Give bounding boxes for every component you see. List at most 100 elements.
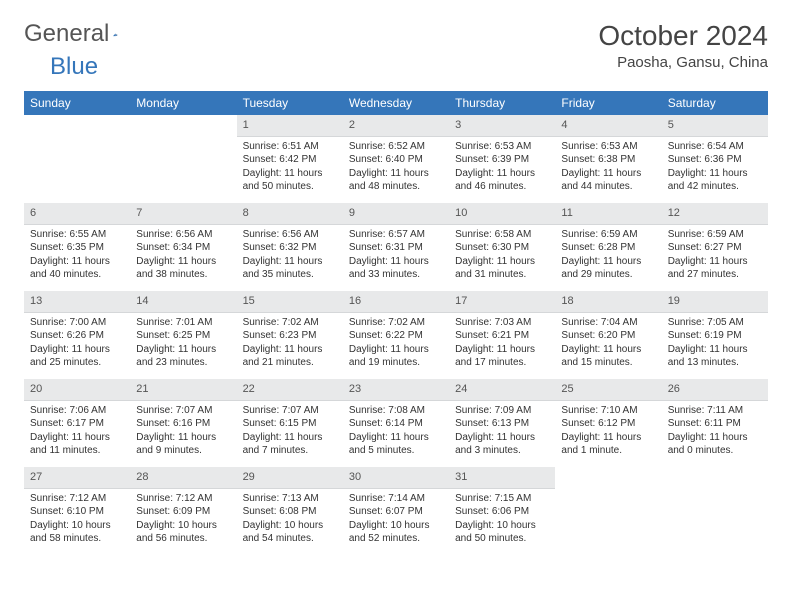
daylight-line: Daylight: 11 hours and 5 minutes.	[349, 431, 443, 458]
day-content: Sunrise: 7:14 AMSunset: 6:07 PMDaylight:…	[343, 489, 449, 552]
day-content: Sunrise: 7:07 AMSunset: 6:15 PMDaylight:…	[237, 401, 343, 464]
calendar-head: SundayMondayTuesdayWednesdayThursdayFrid…	[24, 91, 768, 115]
day-number: 20	[24, 379, 130, 401]
sunrise-line: Sunrise: 6:59 AM	[561, 228, 655, 242]
daylight-line: Daylight: 11 hours and 38 minutes.	[136, 255, 230, 282]
day-content: Sunrise: 7:00 AMSunset: 6:26 PMDaylight:…	[24, 313, 130, 376]
day-content: Sunrise: 7:06 AMSunset: 6:17 PMDaylight:…	[24, 401, 130, 464]
day-content: Sunrise: 6:56 AMSunset: 6:34 PMDaylight:…	[130, 225, 236, 288]
sunrise-line: Sunrise: 6:51 AM	[243, 140, 337, 154]
calendar-cell: 25Sunrise: 7:10 AMSunset: 6:12 PMDayligh…	[555, 379, 661, 467]
calendar-row: 1Sunrise: 6:51 AMSunset: 6:42 PMDaylight…	[24, 115, 768, 203]
calendar-cell: 26Sunrise: 7:11 AMSunset: 6:11 PMDayligh…	[662, 379, 768, 467]
day-content: Sunrise: 6:51 AMSunset: 6:42 PMDaylight:…	[237, 137, 343, 200]
weekday-header: Saturday	[662, 91, 768, 115]
day-content: Sunrise: 6:53 AMSunset: 6:38 PMDaylight:…	[555, 137, 661, 200]
daylight-line: Daylight: 11 hours and 21 minutes.	[243, 343, 337, 370]
calendar-cell: 16Sunrise: 7:02 AMSunset: 6:22 PMDayligh…	[343, 291, 449, 379]
day-number: 5	[662, 115, 768, 137]
daylight-line: Daylight: 11 hours and 48 minutes.	[349, 167, 443, 194]
sunset-line: Sunset: 6:15 PM	[243, 417, 337, 431]
day-content: Sunrise: 7:15 AMSunset: 6:06 PMDaylight:…	[449, 489, 555, 552]
day-content: Sunrise: 6:57 AMSunset: 6:31 PMDaylight:…	[343, 225, 449, 288]
calendar-cell: 8Sunrise: 6:56 AMSunset: 6:32 PMDaylight…	[237, 203, 343, 291]
calendar-cell: 15Sunrise: 7:02 AMSunset: 6:23 PMDayligh…	[237, 291, 343, 379]
daylight-line: Daylight: 11 hours and 27 minutes.	[668, 255, 762, 282]
day-number: 9	[343, 203, 449, 225]
calendar-row: 13Sunrise: 7:00 AMSunset: 6:26 PMDayligh…	[24, 291, 768, 379]
calendar-row: 20Sunrise: 7:06 AMSunset: 6:17 PMDayligh…	[24, 379, 768, 467]
daylight-line: Daylight: 11 hours and 42 minutes.	[668, 167, 762, 194]
weekday-header: Sunday	[24, 91, 130, 115]
sunset-line: Sunset: 6:17 PM	[30, 417, 124, 431]
day-number: 2	[343, 115, 449, 137]
sunrise-line: Sunrise: 7:12 AM	[136, 492, 230, 506]
sunset-line: Sunset: 6:16 PM	[136, 417, 230, 431]
sunset-line: Sunset: 6:39 PM	[455, 153, 549, 167]
sunset-line: Sunset: 6:06 PM	[455, 505, 549, 519]
day-content: Sunrise: 6:53 AMSunset: 6:39 PMDaylight:…	[449, 137, 555, 200]
day-number: 17	[449, 291, 555, 313]
calendar-cell-empty	[555, 467, 661, 555]
sunset-line: Sunset: 6:25 PM	[136, 329, 230, 343]
weekday-header: Tuesday	[237, 91, 343, 115]
sunrise-line: Sunrise: 6:56 AM	[243, 228, 337, 242]
weekday-header: Friday	[555, 91, 661, 115]
day-content: Sunrise: 6:54 AMSunset: 6:36 PMDaylight:…	[662, 137, 768, 200]
weekday-header: Monday	[130, 91, 236, 115]
day-content: Sunrise: 6:59 AMSunset: 6:27 PMDaylight:…	[662, 225, 768, 288]
sunset-line: Sunset: 6:09 PM	[136, 505, 230, 519]
sunrise-line: Sunrise: 6:57 AM	[349, 228, 443, 242]
sunset-line: Sunset: 6:34 PM	[136, 241, 230, 255]
calendar-cell-empty	[662, 467, 768, 555]
day-number: 19	[662, 291, 768, 313]
calendar-row: 27Sunrise: 7:12 AMSunset: 6:10 PMDayligh…	[24, 467, 768, 555]
daylight-line: Daylight: 11 hours and 3 minutes.	[455, 431, 549, 458]
sunrise-line: Sunrise: 7:09 AM	[455, 404, 549, 418]
day-content: Sunrise: 6:56 AMSunset: 6:32 PMDaylight:…	[237, 225, 343, 288]
sunset-line: Sunset: 6:38 PM	[561, 153, 655, 167]
day-content: Sunrise: 7:02 AMSunset: 6:22 PMDaylight:…	[343, 313, 449, 376]
location: Paosha, Gansu, China	[598, 54, 768, 71]
weekday-header: Wednesday	[343, 91, 449, 115]
sunset-line: Sunset: 6:36 PM	[668, 153, 762, 167]
weekday-header: Thursday	[449, 91, 555, 115]
day-content: Sunrise: 7:07 AMSunset: 6:16 PMDaylight:…	[130, 401, 236, 464]
day-content: Sunrise: 7:08 AMSunset: 6:14 PMDaylight:…	[343, 401, 449, 464]
sunset-line: Sunset: 6:19 PM	[668, 329, 762, 343]
sunset-line: Sunset: 6:10 PM	[30, 505, 124, 519]
sunset-line: Sunset: 6:42 PM	[243, 153, 337, 167]
sunrise-line: Sunrise: 6:59 AM	[668, 228, 762, 242]
day-content: Sunrise: 7:04 AMSunset: 6:20 PMDaylight:…	[555, 313, 661, 376]
calendar-cell: 31Sunrise: 7:15 AMSunset: 6:06 PMDayligh…	[449, 467, 555, 555]
sunset-line: Sunset: 6:26 PM	[30, 329, 124, 343]
sunrise-line: Sunrise: 7:12 AM	[30, 492, 124, 506]
sunset-line: Sunset: 6:12 PM	[561, 417, 655, 431]
sunrise-line: Sunrise: 6:53 AM	[561, 140, 655, 154]
calendar-cell: 24Sunrise: 7:09 AMSunset: 6:13 PMDayligh…	[449, 379, 555, 467]
daylight-line: Daylight: 11 hours and 35 minutes.	[243, 255, 337, 282]
sunset-line: Sunset: 6:32 PM	[243, 241, 337, 255]
day-number: 16	[343, 291, 449, 313]
sunrise-line: Sunrise: 7:02 AM	[349, 316, 443, 330]
calendar-cell: 27Sunrise: 7:12 AMSunset: 6:10 PMDayligh…	[24, 467, 130, 555]
daylight-line: Daylight: 10 hours and 50 minutes.	[455, 519, 549, 546]
calendar-cell: 21Sunrise: 7:07 AMSunset: 6:16 PMDayligh…	[130, 379, 236, 467]
daylight-line: Daylight: 11 hours and 25 minutes.	[30, 343, 124, 370]
calendar-cell: 5Sunrise: 6:54 AMSunset: 6:36 PMDaylight…	[662, 115, 768, 203]
sunrise-line: Sunrise: 6:58 AM	[455, 228, 549, 242]
daylight-line: Daylight: 11 hours and 0 minutes.	[668, 431, 762, 458]
day-number: 30	[343, 467, 449, 489]
sunset-line: Sunset: 6:11 PM	[668, 417, 762, 431]
logo-text-general: General	[24, 20, 109, 48]
daylight-line: Daylight: 11 hours and 13 minutes.	[668, 343, 762, 370]
sunset-line: Sunset: 6:21 PM	[455, 329, 549, 343]
day-number: 7	[130, 203, 236, 225]
sunset-line: Sunset: 6:31 PM	[349, 241, 443, 255]
sunrise-line: Sunrise: 7:03 AM	[455, 316, 549, 330]
daylight-line: Daylight: 11 hours and 33 minutes.	[349, 255, 443, 282]
daylight-line: Daylight: 10 hours and 56 minutes.	[136, 519, 230, 546]
day-content: Sunrise: 6:55 AMSunset: 6:35 PMDaylight:…	[24, 225, 130, 288]
sunset-line: Sunset: 6:40 PM	[349, 153, 443, 167]
sunrise-line: Sunrise: 7:08 AM	[349, 404, 443, 418]
